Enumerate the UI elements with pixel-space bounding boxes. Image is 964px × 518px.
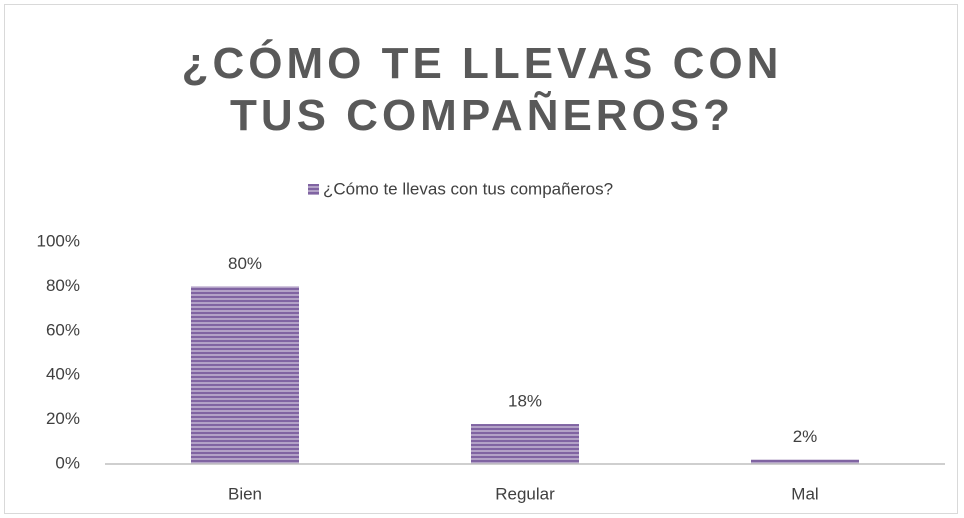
y-tick-label: 40% — [46, 365, 80, 384]
chart-border — [4, 4, 958, 514]
chart-title: ¿CÓMO TE LLEVAS CON TUS COMPAÑEROS? — [181, 39, 783, 140]
legend-label: ¿Cómo te llevas con tus compañeros? — [323, 179, 613, 198]
bar — [191, 286, 299, 464]
bar — [471, 424, 579, 464]
data-label: 18% — [508, 392, 542, 411]
data-label: 80% — [228, 254, 262, 273]
x-tick-label: Bien — [228, 484, 262, 503]
y-tick-label: 100% — [37, 231, 80, 250]
x-tick-label: Regular — [495, 484, 555, 503]
legend-swatch — [308, 184, 319, 195]
y-tick-label: 0% — [55, 453, 80, 472]
y-tick-label: 80% — [46, 276, 80, 295]
data-label: 2% — [793, 427, 818, 446]
bar — [751, 459, 859, 464]
x-tick-label: Mal — [791, 484, 818, 503]
y-tick-label: 20% — [46, 409, 80, 428]
y-tick-label: 60% — [46, 320, 80, 339]
